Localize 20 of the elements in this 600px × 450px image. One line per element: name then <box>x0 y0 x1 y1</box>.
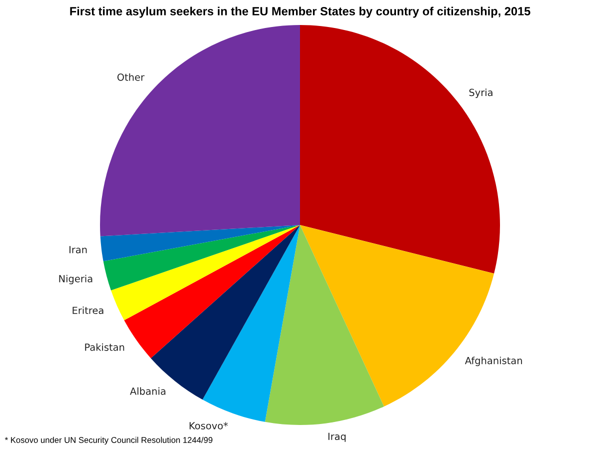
chart-title: First time asylum seekers in the EU Member States by country of citizenship, 2015 <box>70 6 530 18</box>
slice-label: Pakistan <box>85 343 124 351</box>
pie-slice <box>100 225 300 262</box>
pie-slice <box>264 225 384 425</box>
pie-slice <box>202 225 300 422</box>
slice-label: Afghanistan <box>464 356 522 366</box>
slice-label: Syria <box>469 88 492 98</box>
pie-slice <box>100 25 300 236</box>
slice-label: Kosovo* <box>190 422 228 430</box>
text: * Kosovo under UN Security Council Resolution 1244/99 <box>4 436 212 445</box>
slice-label: Eritrea <box>72 306 104 314</box>
slice-label: Iran <box>69 246 87 254</box>
pie-slice <box>110 225 300 320</box>
slice-label: Nigeria <box>59 274 92 284</box>
pie-slice <box>103 225 300 290</box>
slice-label: Other <box>117 73 144 81</box>
slice-label: Iraq <box>328 432 346 442</box>
pie-slice <box>124 225 300 358</box>
slice-label: Albania <box>130 387 166 395</box>
pie-slice <box>300 25 500 274</box>
